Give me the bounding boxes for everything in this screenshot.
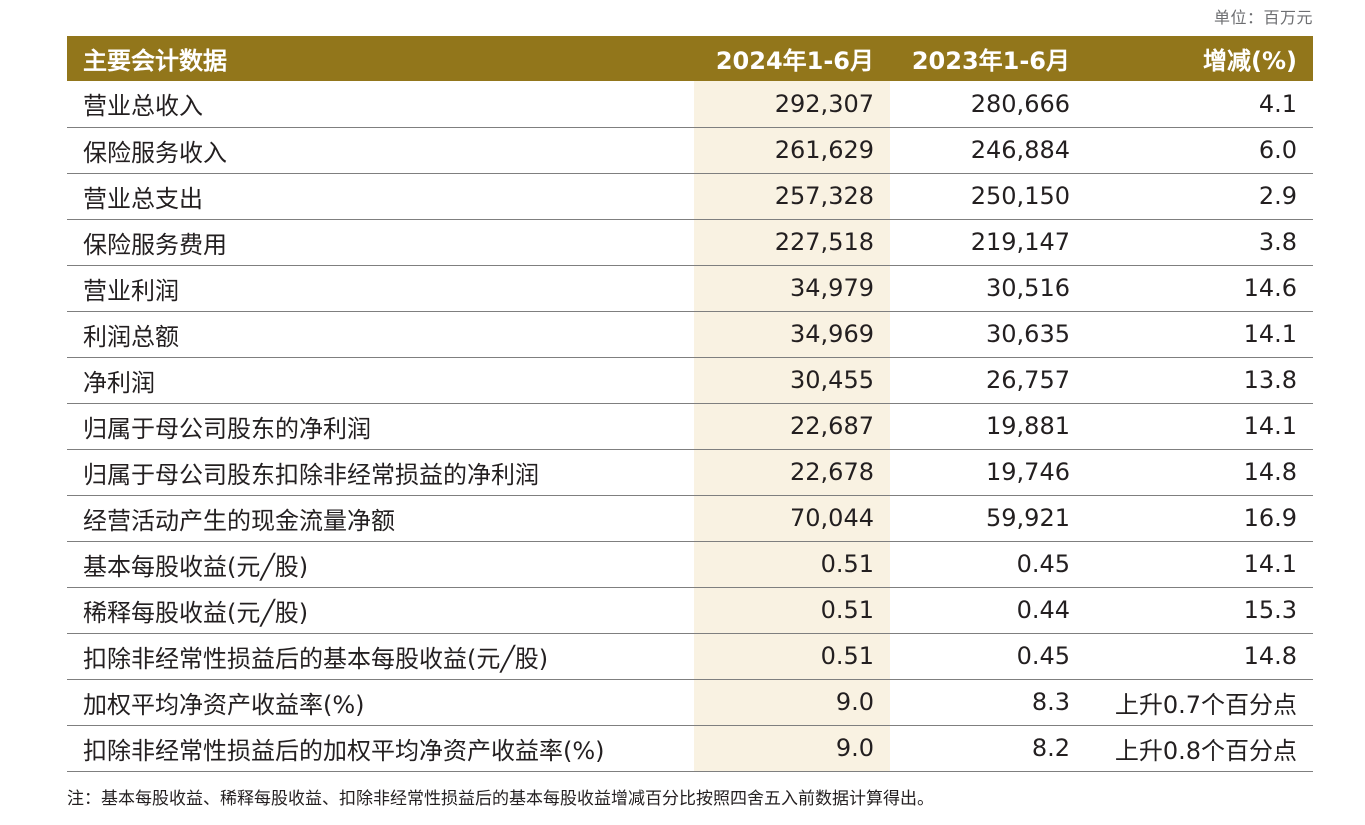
table-row: 加权平均净资产收益率(%) 9.0 8.3 上升0.7个百分点 xyxy=(67,679,1313,726)
header-label: 主要会计数据 xyxy=(67,36,694,81)
unit-label: 单位：百万元 xyxy=(1213,8,1313,27)
key-accounting-data-table: 主要会计数据 2024年1-6月 2023年1-6月 增减(%) 营业总收入 29… xyxy=(67,36,1313,772)
row-current-value: 22,687 xyxy=(694,403,890,450)
table-row: 稀释每股收益(元╱股) 0.51 0.44 15.3 xyxy=(67,587,1313,634)
row-current-value: 0.51 xyxy=(694,633,890,680)
row-current-value: 70,044 xyxy=(694,495,890,542)
header-previous-period: 2023年1-6月 xyxy=(890,36,1086,81)
row-previous-value: 30,635 xyxy=(890,311,1086,358)
row-current-value: 227,518 xyxy=(694,219,890,266)
table-row: 扣除非经常性损益后的加权平均净资产收益率(%) 9.0 8.2 上升0.8个百分点 xyxy=(67,725,1313,772)
table-row: 营业利润 34,979 30,516 14.6 xyxy=(67,265,1313,312)
row-current-value: 30,455 xyxy=(694,357,890,404)
table-row: 基本每股收益(元╱股) 0.51 0.45 14.1 xyxy=(67,541,1313,588)
row-change-value: 3.8 xyxy=(1086,219,1313,266)
row-current-value: 9.0 xyxy=(694,725,890,772)
row-previous-value: 0.45 xyxy=(890,541,1086,588)
row-previous-value: 280,666 xyxy=(890,81,1086,128)
row-previous-value: 8.2 xyxy=(890,725,1086,772)
row-label: 净利润 xyxy=(67,357,694,404)
table-row: 经营活动产生的现金流量净额 70,044 59,921 16.9 xyxy=(67,495,1313,542)
row-label: 营业利润 xyxy=(67,265,694,312)
row-change-value: 上升0.8个百分点 xyxy=(1086,725,1313,772)
row-previous-value: 19,881 xyxy=(890,403,1086,450)
row-current-value: 34,979 xyxy=(694,265,890,312)
row-current-value: 9.0 xyxy=(694,679,890,726)
row-label: 营业总支出 xyxy=(67,173,694,220)
table-row: 归属于母公司股东扣除非经常损益的净利润 22,678 19,746 14.8 xyxy=(67,449,1313,496)
row-label: 保险服务费用 xyxy=(67,219,694,266)
row-change-value: 14.8 xyxy=(1086,449,1313,496)
row-previous-value: 30,516 xyxy=(890,265,1086,312)
row-current-value: 0.51 xyxy=(694,587,890,634)
row-label: 保险服务收入 xyxy=(67,127,694,174)
row-change-value: 上升0.7个百分点 xyxy=(1086,679,1313,726)
row-label: 扣除非经常性损益后的加权平均净资产收益率(%) xyxy=(67,725,694,772)
row-current-value: 257,328 xyxy=(694,173,890,220)
row-label: 稀释每股收益(元╱股) xyxy=(67,587,694,634)
row-current-value: 0.51 xyxy=(694,541,890,588)
row-label: 扣除非经常性损益后的基本每股收益(元╱股) xyxy=(67,633,694,680)
table-row: 营业总支出 257,328 250,150 2.9 xyxy=(67,173,1313,220)
table-row: 归属于母公司股东的净利润 22,687 19,881 14.1 xyxy=(67,403,1313,450)
row-previous-value: 59,921 xyxy=(890,495,1086,542)
table-row: 利润总额 34,969 30,635 14.1 xyxy=(67,311,1313,358)
row-label: 归属于母公司股东扣除非经常损益的净利润 xyxy=(67,449,694,496)
row-previous-value: 19,746 xyxy=(890,449,1086,496)
row-label: 加权平均净资产收益率(%) xyxy=(67,679,694,726)
table-row: 营业总收入 292,307 280,666 4.1 xyxy=(67,81,1313,128)
row-change-value: 14.1 xyxy=(1086,541,1313,588)
header-change: 增减(%) xyxy=(1086,36,1313,81)
row-change-value: 14.1 xyxy=(1086,311,1313,358)
row-previous-value: 26,757 xyxy=(890,357,1086,404)
footnote: 注：基本每股收益、稀释每股收益、扣除非经常性损益后的基本每股收益增减百分比按照四… xyxy=(67,789,934,809)
row-change-value: 4.1 xyxy=(1086,81,1313,128)
row-change-value: 16.9 xyxy=(1086,495,1313,542)
table-row: 保险服务收入 261,629 246,884 6.0 xyxy=(67,127,1313,174)
table-body: 营业总收入 292,307 280,666 4.1 保险服务收入 261,629 246,8… xyxy=(67,81,1313,772)
table-row: 扣除非经常性损益后的基本每股收益(元╱股) 0.51 0.45 14.8 xyxy=(67,633,1313,680)
header-current-period: 2024年1-6月 xyxy=(694,36,890,81)
row-label: 经营活动产生的现金流量净额 xyxy=(67,495,694,542)
row-previous-value: 250,150 xyxy=(890,173,1086,220)
row-label: 归属于母公司股东的净利润 xyxy=(67,403,694,450)
row-label: 利润总额 xyxy=(67,311,694,358)
table-row: 保险服务费用 227,518 219,147 3.8 xyxy=(67,219,1313,266)
row-change-value: 14.8 xyxy=(1086,633,1313,680)
row-previous-value: 8.3 xyxy=(890,679,1086,726)
row-change-value: 14.6 xyxy=(1086,265,1313,312)
row-current-value: 34,969 xyxy=(694,311,890,358)
row-previous-value: 219,147 xyxy=(890,219,1086,266)
row-change-value: 14.1 xyxy=(1086,403,1313,450)
row-label: 基本每股收益(元╱股) xyxy=(67,541,694,588)
row-previous-value: 246,884 xyxy=(890,127,1086,174)
row-current-value: 292,307 xyxy=(694,81,890,128)
row-change-value: 2.9 xyxy=(1086,173,1313,220)
table-row: 净利润 30,455 26,757 13.8 xyxy=(67,357,1313,404)
row-previous-value: 0.44 xyxy=(890,587,1086,634)
row-previous-value: 0.45 xyxy=(890,633,1086,680)
row-change-value: 6.0 xyxy=(1086,127,1313,174)
row-label: 营业总收入 xyxy=(67,81,694,128)
table-header-row: 主要会计数据 2024年1-6月 2023年1-6月 增减(%) xyxy=(67,36,1313,81)
row-change-value: 13.8 xyxy=(1086,357,1313,404)
row-change-value: 15.3 xyxy=(1086,587,1313,634)
row-current-value: 22,678 xyxy=(694,449,890,496)
row-current-value: 261,629 xyxy=(694,127,890,174)
